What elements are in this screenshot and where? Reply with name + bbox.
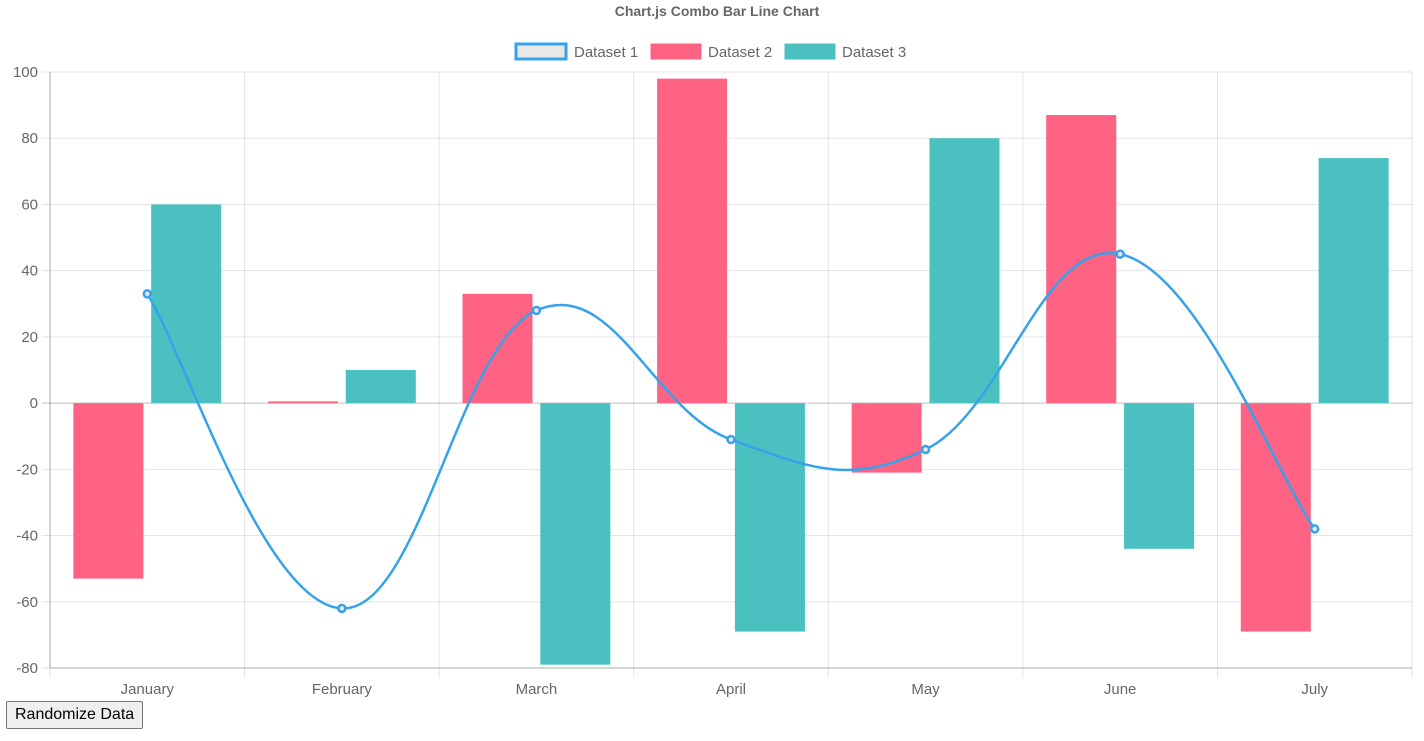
- x-tick-label: March: [516, 681, 558, 698]
- line-point: [726, 434, 736, 445]
- x-tick-label: April: [716, 681, 746, 698]
- line-point: [337, 603, 347, 614]
- bar-dataset-2: [1046, 115, 1117, 404]
- x-tick-label: May: [911, 681, 940, 698]
- line-point: [142, 289, 153, 299]
- line-series: [142, 249, 1320, 614]
- y-tick-label: -80: [16, 660, 38, 677]
- bar-dataset-2: [851, 403, 922, 473]
- y-tick-label: -40: [16, 528, 38, 545]
- y-tick-label: 60: [21, 196, 38, 213]
- bar-dataset-2: [1240, 403, 1311, 632]
- line-point: [1115, 249, 1125, 259]
- bar-dataset-2: [73, 403, 144, 579]
- bars: [73, 78, 1389, 665]
- legend-swatch[interactable]: [650, 43, 702, 60]
- legend-label[interactable]: Dataset 3: [842, 44, 906, 61]
- legend-swatch[interactable]: [514, 42, 568, 61]
- randomize-data-button[interactable]: Randomize Data: [6, 701, 144, 729]
- y-axis-ticks: 100 80 60 40 20 0 -20 -40 -60 -80: [13, 64, 38, 677]
- legend-swatch[interactable]: [784, 43, 836, 60]
- bar-dataset-3: [1124, 403, 1195, 549]
- bar-dataset-3: [540, 403, 611, 665]
- bar-dataset-2: [267, 401, 338, 404]
- y-tick-label: 0: [30, 395, 38, 412]
- legend-label[interactable]: Dataset 2: [708, 44, 772, 61]
- bar-dataset-3: [734, 403, 805, 632]
- x-tick-label: February: [312, 681, 373, 698]
- line-point: [531, 305, 542, 316]
- line-point: [1309, 524, 1320, 534]
- x-axis-ticks: January February March April May June July: [121, 681, 1329, 698]
- bar-dataset-3: [929, 138, 1000, 404]
- y-tick-label: 20: [21, 329, 38, 346]
- x-tick-label: January: [121, 681, 175, 698]
- chart-title: Chart.js Combo Bar Line Chart: [615, 3, 820, 19]
- y-tick-label: -20: [16, 461, 38, 478]
- y-tick-label: 80: [21, 130, 38, 147]
- y-tick-label: 100: [13, 64, 38, 81]
- y-tick-label: -60: [16, 594, 38, 611]
- bar-dataset-3: [1318, 158, 1389, 404]
- legend-label[interactable]: Dataset 1: [574, 44, 638, 61]
- bar-dataset-3: [151, 204, 222, 404]
- bar-dataset-3: [345, 370, 416, 404]
- bar-dataset-2: [657, 78, 728, 404]
- x-tick-label: July: [1301, 681, 1328, 698]
- x-tick-label: June: [1104, 681, 1137, 698]
- legend: Dataset 1 Dataset 2 Dataset 3: [514, 42, 906, 61]
- y-tick-label: 40: [21, 263, 38, 280]
- line-point: [920, 444, 931, 455]
